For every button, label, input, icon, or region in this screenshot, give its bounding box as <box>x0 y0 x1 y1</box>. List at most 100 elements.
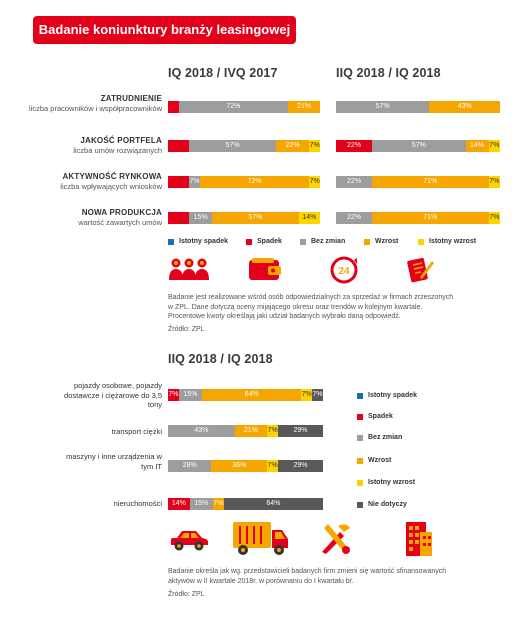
bar-segment-bez-zmian: 72% <box>178 101 289 113</box>
bar-segment-bez-zmian: 22% <box>336 212 373 224</box>
bar-segment-spadek <box>168 212 190 224</box>
legend-label: Istotny spadek <box>368 392 418 399</box>
bar-segment-spadek <box>168 101 179 113</box>
bar-segment-istotny-wzrost: 7% <box>267 460 279 472</box>
bar-segment-spadek: 22% <box>336 140 373 152</box>
legend-item-bez-zmian: Bez zmian <box>300 238 345 245</box>
row-main-label: ZATRUDNIENIE <box>100 94 162 103</box>
bar-segment-wzrost: 71% <box>372 176 489 188</box>
legend-swatch <box>357 457 363 464</box>
people-icon <box>169 258 209 280</box>
chart-1-title: IQ 2018 / IVQ 2017 <box>168 66 278 80</box>
legend-item-spadek: Spadek <box>246 238 282 245</box>
legend-swatch <box>357 413 363 420</box>
assets-note: Badanie określa jak wg. przedstawicieli … <box>168 568 447 585</box>
legend-swatch <box>357 501 363 508</box>
bar-segment-wzrost: 14% <box>465 140 489 152</box>
row-sub-label: liczba umów rozwiązanych <box>73 146 162 155</box>
building-icon <box>406 522 432 556</box>
bar-segment-wzrost: 71% <box>372 212 489 224</box>
legend-label: Istotny wzrost <box>368 479 416 486</box>
bar-segment-bez-zmian: 57% <box>336 101 430 113</box>
bar-segment-bez-zmian: 57% <box>189 140 276 152</box>
bar-segment-spadek: 14% <box>168 498 190 510</box>
truck-icon <box>233 522 288 555</box>
legend-label: Istotny wzrost <box>429 238 477 245</box>
bar-segment-istotny-wzrost: 7% <box>309 140 320 152</box>
bar-segment-wzrost: 64% <box>202 389 302 401</box>
legend-swatch <box>357 479 363 486</box>
asset-label-pojazdy: pojazdy osobowe, pojazdy dostawcze i cię… <box>64 381 162 409</box>
bar-segment-istotny-wzrost: 7% <box>488 176 500 188</box>
row-label-jakosc-portfela: JAKOŚĆ PORTFELA liczba umów rozwiązanych <box>12 136 162 155</box>
chart-3-title: IIQ 2018 / IQ 2018 <box>168 352 273 366</box>
row-sub-label: liczba wpływających wniosków <box>60 182 162 191</box>
bar-segment-bez-zmian: 7% <box>189 176 200 188</box>
legend-label: Wzrost <box>375 238 399 245</box>
asset-label-transport-ciezki: transport ciężki <box>111 427 162 436</box>
tools-icon <box>322 524 350 554</box>
legend2-item-bez-zmian: Bez zmian <box>357 434 402 441</box>
legend-label: Istotny spadek <box>179 238 229 245</box>
stacked-bar: 15% 57% 14% <box>168 212 320 224</box>
contract-icon <box>407 257 434 283</box>
bar-segment-spadek <box>168 176 190 188</box>
wallet-icon <box>249 258 281 280</box>
bar-segment-wzrost: 7% <box>212 498 224 510</box>
bar-segment-bez-zmian: 15% <box>178 389 203 401</box>
bar-segment-bez-zmian: 57% <box>372 140 466 152</box>
bar-segment-istotny-wzrost: 7% <box>488 212 500 224</box>
bar-segment-bez-zmian: 15% <box>189 212 213 224</box>
bar-segment-wzrost: 72% <box>199 176 310 188</box>
legend2-item-istotny-spadek: Istotny spadek <box>357 392 417 399</box>
row-label-zatrudnienie: ZATRUDNIENIE liczba pracowników i współp… <box>12 94 162 113</box>
bar-segment-nie-dotyczy: 29% <box>278 425 323 437</box>
legend-item-istotny-spadek: Istotny spadek <box>168 238 228 245</box>
bar-segment-spadek: 7% <box>168 389 179 401</box>
legend-label: Nie dotyczy <box>368 501 407 508</box>
legend-swatch <box>300 238 306 245</box>
legend-swatch <box>246 238 252 245</box>
page-banner: Badanie koniunktury branży leasingowej <box>33 16 296 44</box>
bar-segment-wzrost: 21% <box>234 425 268 437</box>
legend-label: Spadek <box>368 413 393 420</box>
bar-segment-nie-dotyczy: 7% <box>312 389 323 401</box>
row-main-label: AKTYWNOŚĆ RYNKOWA <box>62 172 162 181</box>
source-label: Źródło: ZPL <box>168 326 205 333</box>
legend-swatch <box>357 392 363 399</box>
bar-segment-wzrost: 57% <box>212 212 299 224</box>
legend-swatch <box>168 238 174 245</box>
stacked-bar: 22% 71% 7% <box>336 176 500 188</box>
legend-item-istotny-wzrost: Istotny wzrost <box>418 238 476 245</box>
asset-label-nieruchomosci: nieruchomości <box>113 499 162 508</box>
bar-segment-wzrost: 36% <box>211 460 268 472</box>
stacked-bar: 22% 71% 7% <box>336 212 500 224</box>
row-sub-label: liczba pracowników i współpracowników <box>29 104 162 113</box>
legend-swatch <box>357 434 363 441</box>
legend2-item-wzrost: Wzrost <box>357 457 391 464</box>
svg-text:24: 24 <box>338 266 350 277</box>
bar-segment-bez-zmian: 15% <box>189 498 213 510</box>
car-icon <box>171 531 208 551</box>
legend: Istotny spadek Spadek Bez zmian Wzrost I… <box>168 238 508 250</box>
bar-segment-wzrost: 43% <box>429 101 500 113</box>
legend-swatch <box>418 238 424 245</box>
stacked-bar: 72% 21% <box>168 101 320 113</box>
bar-segment-nie-dotyczy: 64% <box>223 498 323 510</box>
survey-note: Badanie jest realizowane wśród osób odpo… <box>168 294 454 320</box>
row-main-label: JAKOŚĆ PORTFELA <box>80 136 162 145</box>
stacked-bar: 22% 57% 14% 7% <box>336 140 500 152</box>
bar-segment-istotny-wzrost: 7% <box>267 425 279 437</box>
stacked-bar: 43% 21% 7% 29% <box>168 425 323 437</box>
clock-24-icon: 24 <box>330 256 358 284</box>
bar-segment-wzrost: 22% <box>275 140 310 152</box>
stacked-bar: 7% 15% 64% 7% 7% <box>168 389 323 401</box>
stacked-bar: 14% 15% 7% 64% <box>168 498 323 510</box>
bar-segment-istotny-wzrost: 7% <box>488 140 500 152</box>
stacked-bar: 57% 22% 7% <box>168 140 320 152</box>
legend-label: Wzrost <box>368 457 392 464</box>
bar-segment-wzrost: 21% <box>288 101 320 113</box>
legend-label: Bez zmian <box>368 434 403 441</box>
bar-segment-istotny-wzrost: 7% <box>309 176 320 188</box>
stacked-bar: 28% 36% 7% 29% <box>168 460 323 472</box>
